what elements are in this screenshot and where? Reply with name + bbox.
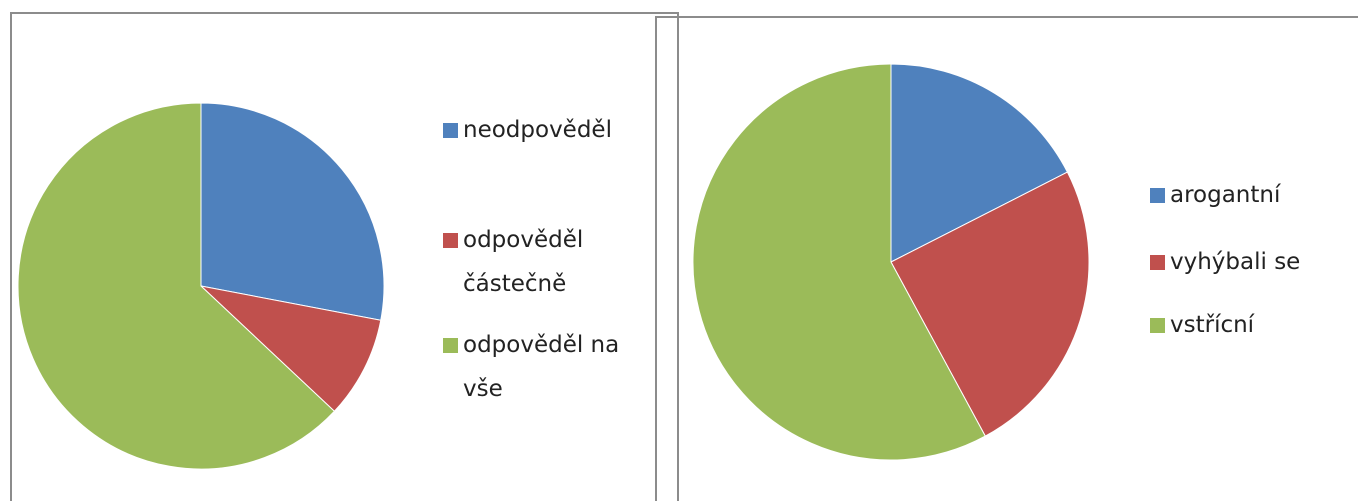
chart-frame [655, 16, 1358, 501]
legend-label: odpověděl částečně [463, 227, 584, 297]
chart-frame [10, 12, 679, 501]
pie-slice [200, 102, 385, 321]
legend-swatch [1150, 318, 1165, 333]
legend-label: neodpověděl [463, 117, 612, 143]
legend-label: odpověděl na vše [463, 332, 620, 402]
legend-swatch [1150, 255, 1165, 270]
legend-swatch [443, 123, 458, 138]
legend-label: vyhýbali se [1170, 249, 1301, 275]
pie-slice [890, 171, 1090, 437]
legend-swatch [443, 338, 458, 353]
pie-slice [890, 63, 1069, 263]
legend-label: arogantní [1170, 182, 1281, 208]
legend-label: vstřícní [1170, 312, 1255, 338]
legend-swatch [443, 233, 458, 248]
pie-slice [199, 285, 382, 412]
legend-swatch [1150, 188, 1165, 203]
pie-slice [692, 63, 986, 461]
pie-slice [17, 102, 336, 470]
